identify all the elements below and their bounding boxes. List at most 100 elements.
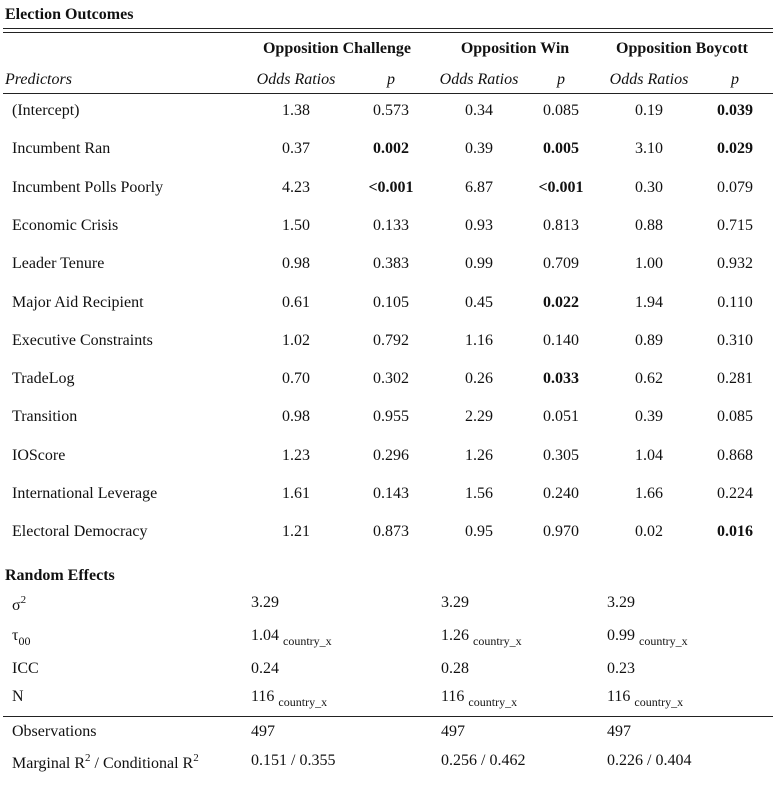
- cell-p-boycott: 0.715: [717, 217, 753, 234]
- cell-p-boycott: 0.079: [717, 179, 753, 196]
- cell-p-challenge: 0.002: [373, 140, 409, 157]
- cell-p-boycott: 0.281: [717, 370, 753, 387]
- cell-odds-challenge: 0.98: [282, 255, 310, 272]
- predictor-label: Major Aid Recipient: [12, 294, 144, 311]
- cell-odds-win: 0.45: [465, 294, 493, 311]
- cell-p-win: 0.140: [543, 332, 579, 349]
- predictor-label: (Intercept): [12, 102, 80, 119]
- cell-p-win: 0.005: [543, 140, 579, 157]
- sigma-value-boycott: 3.29: [607, 594, 635, 611]
- cell-p-boycott: 0.932: [717, 255, 753, 272]
- observations-value-challenge: 497: [251, 723, 275, 740]
- cell-p-boycott: 0.310: [717, 332, 753, 349]
- cell-p-boycott: 0.039: [717, 102, 753, 119]
- cell-odds-challenge: 4.23: [282, 179, 310, 196]
- odds-header-win: Odds Ratios: [439, 71, 519, 88]
- cell-p-boycott: 0.085: [717, 408, 753, 425]
- cell-odds-boycott: 0.88: [635, 217, 663, 234]
- r2-value-challenge: 0.151 / 0.355: [251, 752, 336, 769]
- icc-value-win: 0.28: [441, 660, 469, 677]
- cell-p-challenge: 0.573: [373, 102, 409, 119]
- cell-p-challenge: 0.383: [373, 255, 409, 272]
- cell-p-challenge: 0.792: [373, 332, 409, 349]
- r2-value-boycott: 0.226 / 0.404: [607, 752, 692, 769]
- table-caption: Election Outcomes: [5, 6, 134, 23]
- n-label: N: [12, 688, 24, 705]
- cell-odds-win: 1.16: [465, 332, 493, 349]
- odds-header-boycott: Odds Ratios: [609, 71, 689, 88]
- icc-value-boycott: 0.23: [607, 660, 635, 677]
- predictor-label: TradeLog: [12, 370, 75, 387]
- random-effects-heading: Random Effects: [5, 567, 115, 584]
- cell-odds-boycott: 0.30: [635, 179, 663, 196]
- icc-label: ICC: [12, 660, 39, 677]
- top-double-rule: [3, 28, 773, 33]
- sigma-value-win: 3.29: [441, 594, 469, 611]
- p-header-challenge: p: [387, 71, 395, 88]
- cell-p-boycott: 0.224: [717, 485, 753, 502]
- group-header-boycott: Opposition Boycott: [615, 40, 749, 57]
- observations-value-win: 497: [441, 723, 465, 740]
- r2-value-win: 0.256 / 0.462: [441, 752, 526, 769]
- cell-odds-challenge: 0.70: [282, 370, 310, 387]
- footer-rule: [3, 716, 773, 717]
- p-header-win: p: [557, 71, 565, 88]
- cell-odds-boycott: 1.94: [635, 294, 663, 311]
- cell-odds-boycott: 1.00: [635, 255, 663, 272]
- tau-value-challenge: 1.04 country_x: [251, 627, 332, 648]
- cell-odds-challenge: 1.21: [282, 523, 310, 540]
- n-value-challenge: 116 country_x: [251, 688, 328, 709]
- cell-odds-boycott: 0.39: [635, 408, 663, 425]
- icc-value-challenge: 0.24: [251, 660, 279, 677]
- cell-odds-win: 0.95: [465, 523, 493, 540]
- cell-p-win: 0.970: [543, 523, 579, 540]
- cell-odds-win: 0.39: [465, 140, 493, 157]
- observations-value-boycott: 497: [607, 723, 631, 740]
- tau-value-boycott: 0.99 country_x: [607, 627, 688, 648]
- odds-header-challenge: Odds Ratios: [256, 71, 336, 88]
- cell-p-win: 0.813: [543, 217, 579, 234]
- cell-odds-boycott: 1.04: [635, 447, 663, 464]
- predictor-label: Economic Crisis: [12, 217, 119, 234]
- cell-p-win: 0.305: [543, 447, 579, 464]
- cell-odds-boycott: 0.89: [635, 332, 663, 349]
- predictors-header: Predictors: [5, 71, 72, 88]
- tau-label: τ00: [12, 627, 31, 648]
- cell-odds-win: 0.34: [465, 102, 493, 119]
- cell-p-challenge: <0.001: [368, 179, 414, 196]
- observations-label: Observations: [12, 723, 97, 740]
- cell-odds-win: 0.26: [465, 370, 493, 387]
- predictor-label: Leader Tenure: [12, 255, 105, 272]
- cell-odds-challenge: 0.98: [282, 408, 310, 425]
- cell-odds-boycott: 0.19: [635, 102, 663, 119]
- cell-p-challenge: 0.873: [373, 523, 409, 540]
- cell-p-win: 0.240: [543, 485, 579, 502]
- cell-p-challenge: 0.302: [373, 370, 409, 387]
- predictor-label: Executive Constraints: [12, 332, 153, 349]
- cell-p-challenge: 0.143: [373, 485, 409, 502]
- cell-odds-win: 0.93: [465, 217, 493, 234]
- cell-odds-boycott: 0.62: [635, 370, 663, 387]
- cell-p-win: 0.085: [543, 102, 579, 119]
- cell-p-boycott: 0.110: [717, 294, 753, 311]
- cell-p-win: 0.022: [543, 294, 579, 311]
- n-value-boycott: 116 country_x: [607, 688, 684, 709]
- cell-odds-win: 1.56: [465, 485, 493, 502]
- cell-odds-challenge: 0.61: [282, 294, 310, 311]
- cell-odds-challenge: 1.50: [282, 217, 310, 234]
- cell-odds-boycott: 0.02: [635, 523, 663, 540]
- cell-odds-boycott: 3.10: [635, 140, 663, 157]
- predictor-label: IOScore: [12, 447, 66, 464]
- header-rule: [3, 93, 773, 94]
- sigma-value-challenge: 3.29: [251, 594, 279, 611]
- cell-p-challenge: 0.105: [373, 294, 409, 311]
- n-value-win: 116 country_x: [441, 688, 518, 709]
- predictor-label: Incumbent Ran: [12, 140, 111, 157]
- cell-odds-win: 1.26: [465, 447, 493, 464]
- r2-label: Marginal R2 / Conditional R2: [12, 752, 199, 772]
- cell-p-win: 0.051: [543, 408, 579, 425]
- tau-value-win: 1.26 country_x: [441, 627, 522, 648]
- sigma-label: σ2: [12, 594, 27, 614]
- cell-p-challenge: 0.133: [373, 217, 409, 234]
